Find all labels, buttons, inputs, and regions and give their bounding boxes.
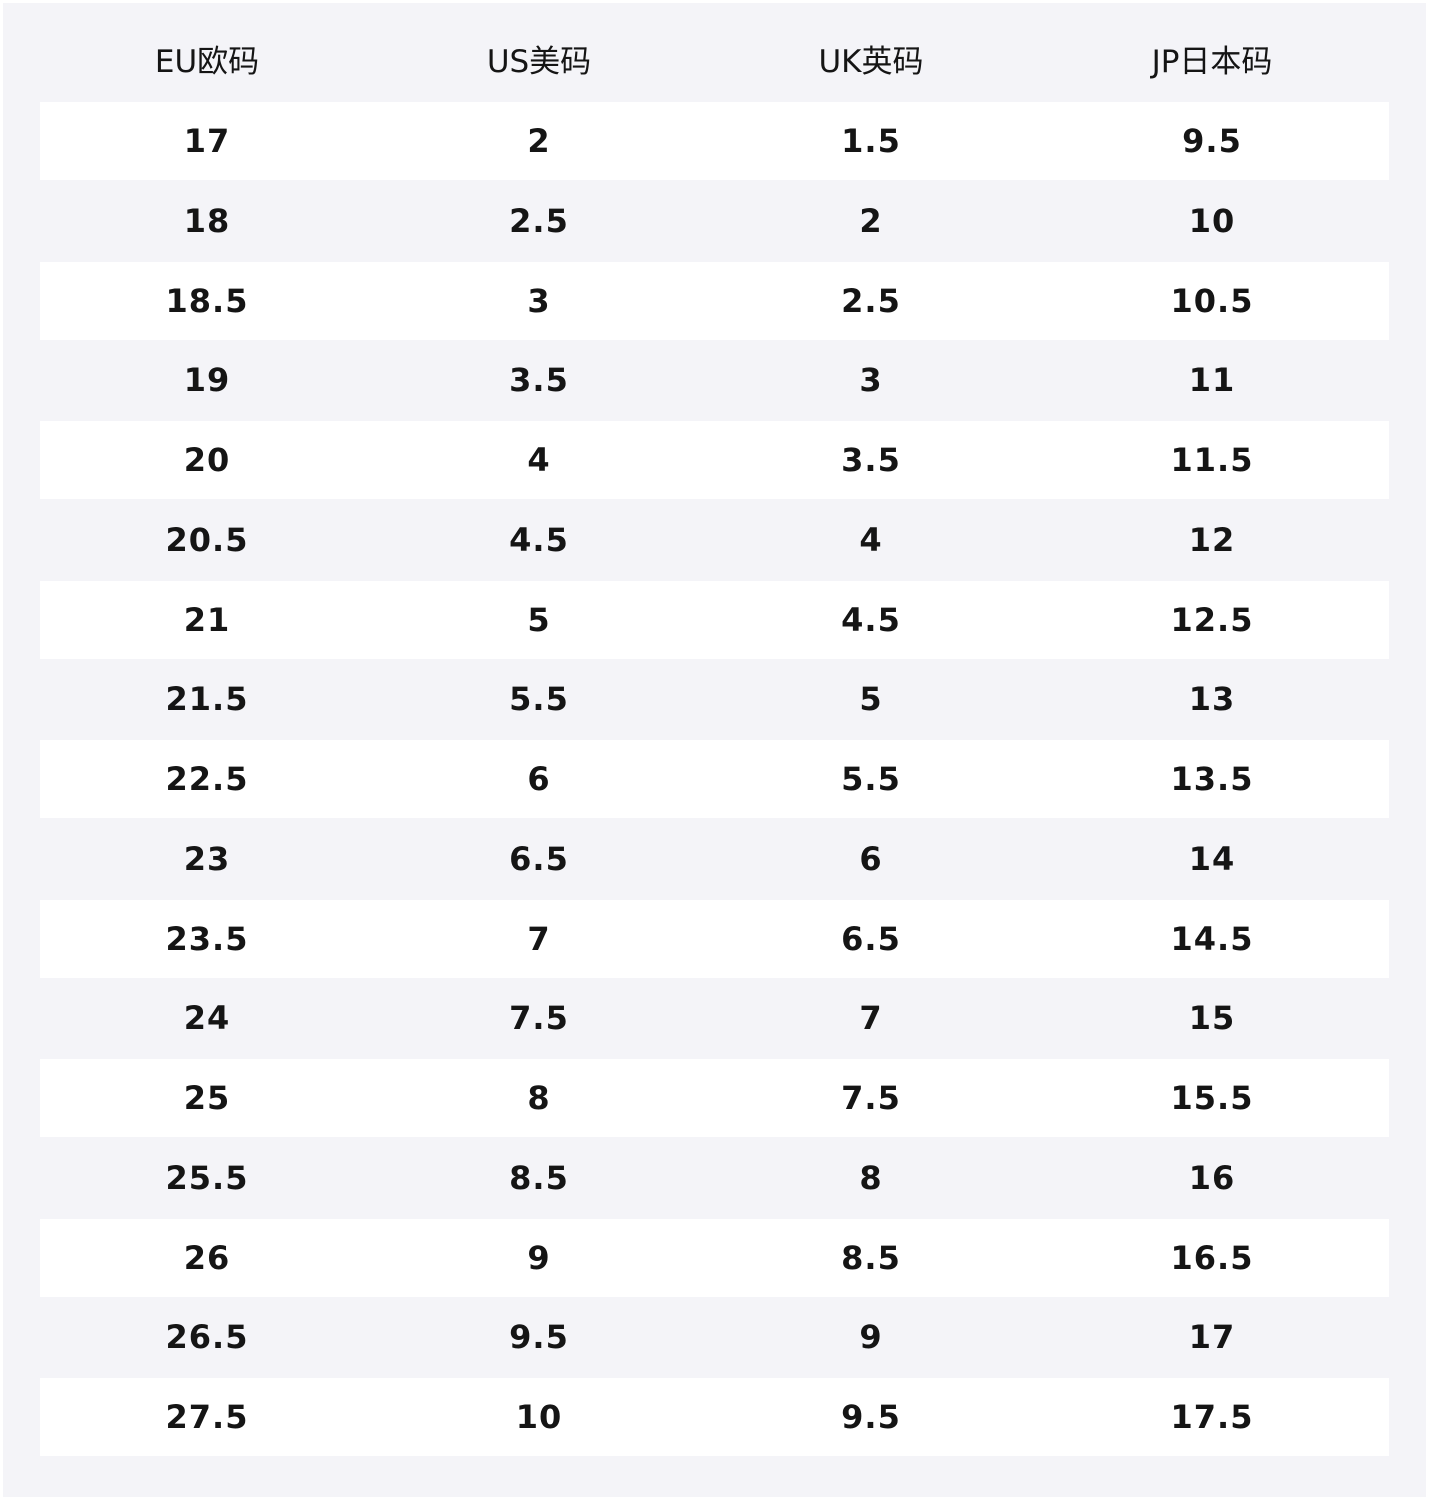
table-cell: 7.5 <box>509 999 569 1038</box>
table-cell: 6 <box>527 760 551 798</box>
table-cell: 24 <box>183 999 231 1038</box>
table-cell: 14 <box>1188 839 1236 878</box>
table-cell: 13.5 <box>1170 760 1254 798</box>
table-cell: 11.5 <box>1170 441 1254 479</box>
table-cell: 12 <box>1188 520 1236 559</box>
table-cell: 5.5 <box>841 760 901 798</box>
table-cell: 19 <box>183 361 231 400</box>
column-header: UK英码 <box>818 44 924 80</box>
table-cell: 6.5 <box>509 839 569 878</box>
table-cell: 26.5 <box>165 1318 249 1357</box>
table-cell: 23.5 <box>165 919 249 958</box>
table-cell: 8.5 <box>841 1238 901 1277</box>
table-cell: 1.5 <box>841 122 901 160</box>
table-cell: 9 <box>527 1238 551 1277</box>
table-row <box>40 421 1389 499</box>
table-cell: 17 <box>1188 1318 1236 1357</box>
table-cell: 3.5 <box>841 441 901 479</box>
table-cell: 16.5 <box>1170 1238 1254 1277</box>
table-cell: 14.5 <box>1170 919 1254 958</box>
table-cell: 2.5 <box>509 201 569 240</box>
table-cell: 13 <box>1188 680 1236 719</box>
table-cell: 18.5 <box>165 281 249 320</box>
table-cell: 26 <box>183 1238 231 1277</box>
table-cell: 10 <box>1188 201 1236 240</box>
table-row <box>40 1218 1389 1297</box>
table-row <box>40 102 1389 180</box>
table-cell: 22.5 <box>165 760 249 798</box>
table-cell: 5 <box>527 600 551 639</box>
table-cell: 20.5 <box>165 520 249 559</box>
table-row <box>40 899 1389 978</box>
table-cell: 3 <box>859 361 883 400</box>
table-cell: 4 <box>527 441 551 479</box>
table-cell: 11 <box>1188 361 1236 400</box>
table-cell: 5.5 <box>509 680 569 719</box>
table-cell: 8 <box>527 1079 551 1117</box>
table-cell: 18 <box>183 201 231 240</box>
table-cell: 15 <box>1188 999 1236 1038</box>
table-row <box>40 740 1389 818</box>
table-cell: 7.5 <box>841 1079 901 1117</box>
table-cell: 8 <box>859 1158 883 1197</box>
table-cell: 21.5 <box>165 680 249 719</box>
table-cell: 7 <box>527 919 551 958</box>
column-header: EU欧码 <box>154 44 260 80</box>
table-cell: 10 <box>515 1398 563 1436</box>
table-cell: 9 <box>859 1318 883 1357</box>
table-cell: 15.5 <box>1170 1079 1254 1117</box>
table-cell: 25.5 <box>165 1158 249 1197</box>
table-cell: 3 <box>527 281 551 320</box>
column-header: US美码 <box>486 44 592 80</box>
table-cell: 4 <box>859 520 883 559</box>
table-row <box>40 1378 1389 1456</box>
table-cell: 6.5 <box>841 919 901 958</box>
table-cell: 9.5 <box>1182 122 1242 160</box>
table-cell: 20 <box>183 441 231 479</box>
table-cell: 6 <box>859 839 883 878</box>
table-cell: 21 <box>183 600 231 639</box>
table-cell: 8.5 <box>509 1158 569 1197</box>
table-cell: 16 <box>1188 1158 1236 1197</box>
table-cell: 7 <box>859 999 883 1038</box>
table-cell: 2.5 <box>841 281 901 320</box>
size-table: EU欧码 US美码 UK英码 JP日本码 17 2 1.5 9.5 18 2.5 2 10 18.5 3 2… <box>3 3 1426 1497</box>
table-cell: 2 <box>527 122 551 160</box>
table-cell: 5 <box>859 680 883 719</box>
table-cell: 25 <box>183 1079 231 1117</box>
table-cell: 4.5 <box>841 600 901 639</box>
table-cell: 27.5 <box>165 1398 249 1436</box>
table-cell: 9.5 <box>509 1318 569 1357</box>
table-cell: 9.5 <box>841 1398 901 1436</box>
table-cell: 3.5 <box>509 361 569 400</box>
table-cell: 10.5 <box>1170 281 1254 320</box>
table-row <box>40 1059 1389 1137</box>
table-row <box>40 580 1389 659</box>
table-cell: 4.5 <box>509 520 569 559</box>
table-cell: 2 <box>859 201 883 240</box>
table-row <box>40 261 1389 340</box>
table-cell: 17.5 <box>1170 1398 1254 1436</box>
table-cell: 12.5 <box>1170 600 1254 639</box>
table-cell: 17 <box>183 122 231 160</box>
table-cell: 23 <box>183 839 231 878</box>
column-header: JP日本码 <box>1151 44 1273 80</box>
